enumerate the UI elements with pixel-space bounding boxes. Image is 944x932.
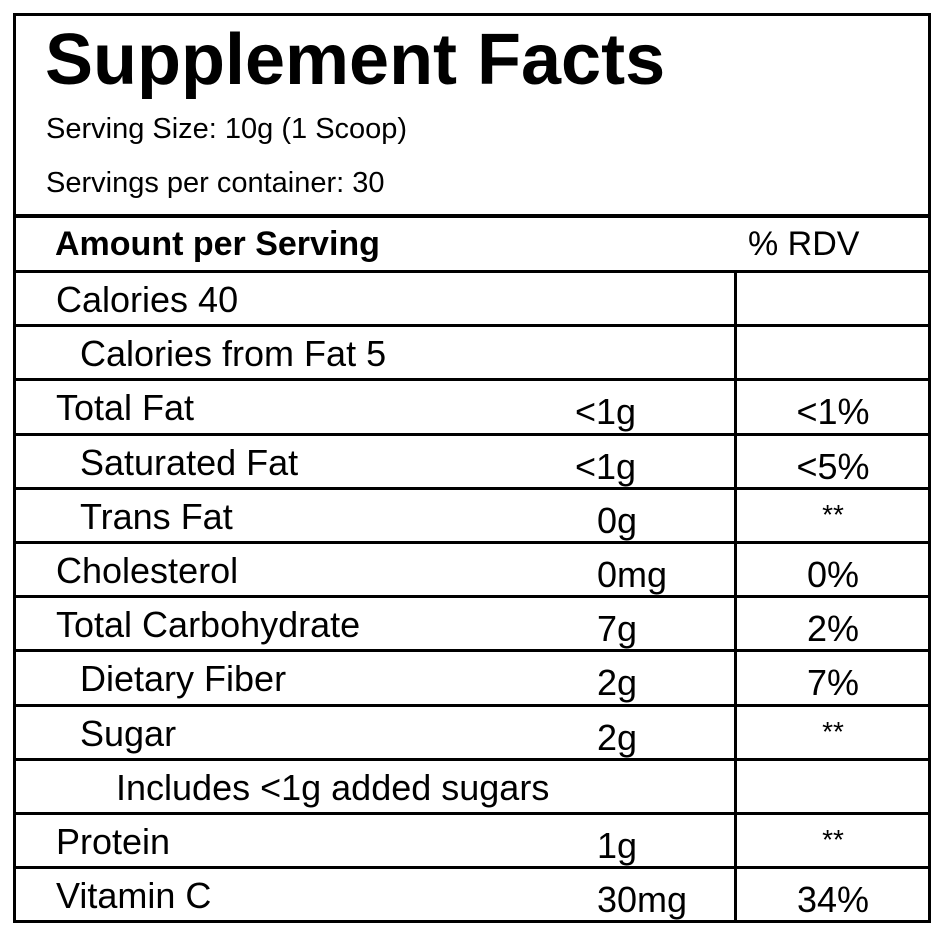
row-divider [14,595,930,599]
row-divider [14,812,930,815]
nutrient-rdv: ** [822,824,844,855]
row-divider [14,432,930,436]
nutrient-amount: 0mg [597,554,668,595]
nutrient-label: Saturated Fat [80,441,299,483]
nutrient-label: Total Carbohydrate [56,604,361,646]
nutrient-rdv: <1% [796,391,870,433]
nutrient-row: Includes <1g added sugars [16,761,928,815]
nutrient-label: Includes <1g added sugars [116,766,550,808]
nutrient-label: Cholesterol [56,550,239,591]
nutrient-rdv: 0% [806,554,860,595]
row-divider [14,378,930,382]
nutrient-rdv: 7% [806,662,860,704]
nutrient-label: Vitamin C [56,875,212,917]
rdv-header: % RDV [748,225,860,263]
nutrient-label: Calories from Fat 5 [80,333,387,375]
nutrient-row: Trans Fat 0g ** [16,490,928,544]
nutrient-amount: 2g [597,662,638,704]
nutrient-rdv: <5% [796,445,870,487]
nutrient-row: Calories from Fat 5 [16,327,928,381]
nutrient-row: Dietary Fiber 2g 7% [16,652,928,706]
row-divider [14,703,930,707]
nutrient-row: Saturated Fat <1g <5% [16,436,928,490]
row-divider [14,757,930,761]
nutrient-amount: 30mg [597,879,688,921]
row-divider [14,270,930,273]
row-divider [14,866,930,870]
nutrient-amount: 0g [597,499,638,541]
nutrient-row: Total Fat <1g <1% [16,381,928,435]
nutrient-rdv: ** [822,498,844,530]
label-title: Supplement Facts [45,20,666,100]
nutrient-row: Calories 40 [16,273,928,327]
divider [14,214,930,218]
nutrient-label: Calories 40 [56,279,239,320]
nutrient-row: Sugar 2g ** [16,707,928,761]
nutrient-amount: 7g [597,608,638,650]
nutrient-label: Dietary Fiber [80,658,287,700]
nutrient-amount: <1g [575,391,637,433]
nutrient-row: Vitamin C 30mg 34% [16,869,928,923]
nutrient-label: Total Fat [56,387,195,429]
nutrient-row: Protein 1g ** [16,815,928,869]
serving-size: Serving Size: 10g (1 Scoop) [46,113,408,145]
row-divider [14,324,930,328]
nutrient-row: Total Carbohydrate 7g 2% [16,598,928,652]
row-divider [14,486,930,490]
nutrient-rdv: ** [822,715,844,747]
label-border [13,13,931,923]
nutrient-amount: 2g [597,716,638,758]
nutrient-amount: <1g [575,445,637,487]
row-divider [14,541,930,544]
nutrient-amount: 1g [597,825,638,866]
row-divider [14,649,930,653]
amount-per-serving-header: Amount per Serving [55,225,380,263]
column-divider [734,270,737,920]
nutrient-rdv: 2% [806,608,860,650]
nutrient-label: Protein [56,821,171,862]
servings-per-container: Servings per container: 30 [46,167,385,199]
nutrient-label: Sugar [80,712,177,754]
nutrient-rdv: 34% [796,879,870,921]
nutrient-label: Trans Fat [80,495,233,537]
nutrient-row: Cholesterol 0mg 0% [16,544,928,598]
